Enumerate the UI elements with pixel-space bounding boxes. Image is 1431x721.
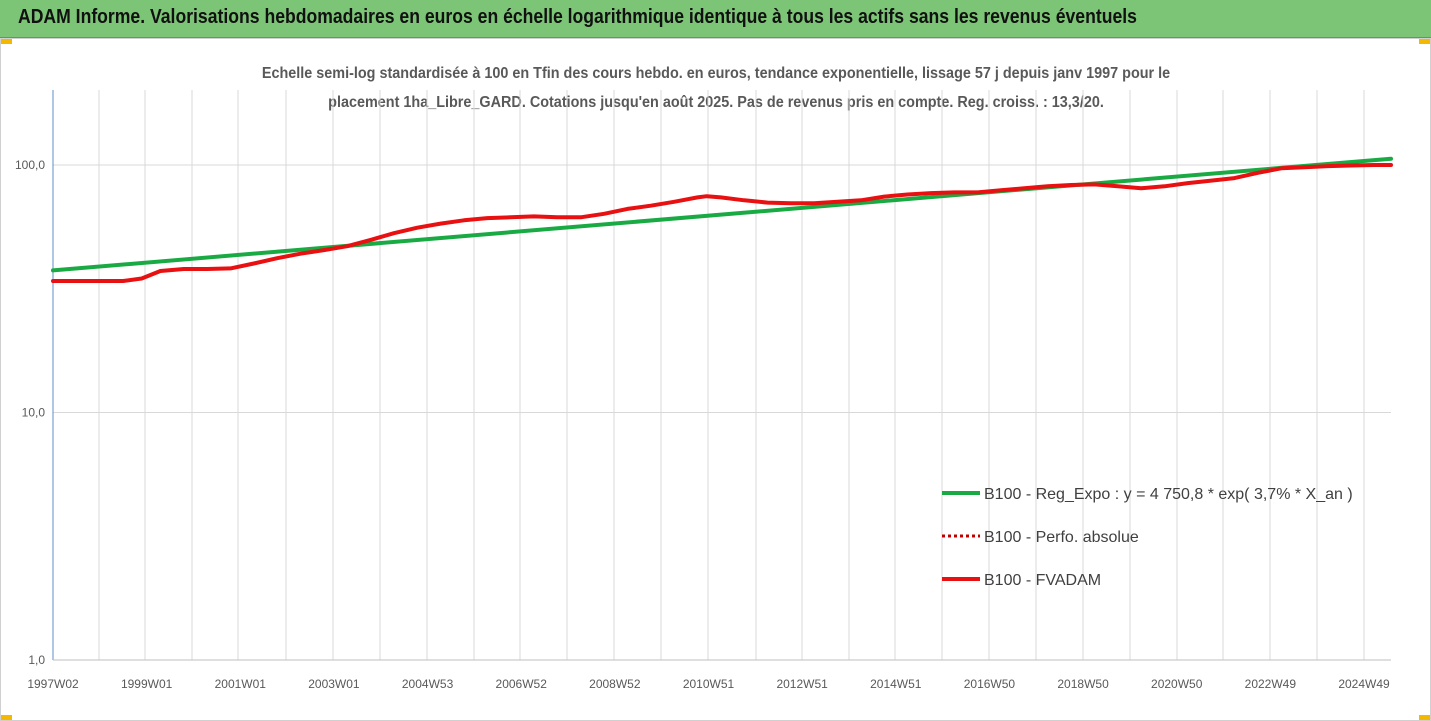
regression-series-line [51,156,1393,273]
corner-accent-right [1419,38,1431,44]
x-tick-label: 2004W53 [402,677,454,691]
fvadam-series-line [51,163,1393,283]
x-tick-label: 2003W01 [308,677,360,691]
x-tick-label: 2022W49 [1245,677,1297,691]
x-tick-label: 2008W52 [589,677,641,691]
x-tick-label: 2006W52 [496,677,548,691]
legend-label: B100 - Reg_Expo : y = 4 750,8 * exp( 3,7… [984,486,1353,503]
corner-accent-bottom-right [1419,715,1431,721]
x-tick-label: 2012W51 [776,677,828,691]
y-tick-label: 100,0 [15,158,45,172]
chart-subtitle-line-1: Echelle semi-log standardisée à 100 en T… [261,65,1171,82]
x-tick-label: 2024W49 [1338,677,1390,691]
chart-area: Echelle semi-log standardisée à 100 en T… [0,38,1431,721]
y-tick-label: 10,0 [22,406,46,420]
x-tick-label: 2014W51 [870,677,922,691]
x-tick-label: 2016W50 [964,677,1016,691]
report-header-bar: ADAM Informe. Valorisations hebdomadaire… [0,0,1431,38]
corner-accent-bottom-left [0,715,12,721]
corner-accent-left [0,38,12,44]
x-tick-label: 1997W02 [27,677,79,691]
x-tick-label: 2001W01 [215,677,267,691]
x-tick-label: 2020W50 [1151,677,1203,691]
x-tick-label: 2010W51 [683,677,735,691]
chart-subtitle-line-2: placement 1ha_Libre_GARD. Cotations jusq… [328,94,1104,111]
y-tick-label: 1,0 [28,653,45,667]
legend-label: B100 - FVADAM [984,572,1101,589]
report-title: ADAM Informe. Valorisations hebdomadaire… [18,6,1137,28]
x-tick-label: 1999W01 [121,677,173,691]
x-tick-label: 2018W50 [1057,677,1109,691]
legend-label: B100 - Perfo. absolue [984,529,1139,546]
